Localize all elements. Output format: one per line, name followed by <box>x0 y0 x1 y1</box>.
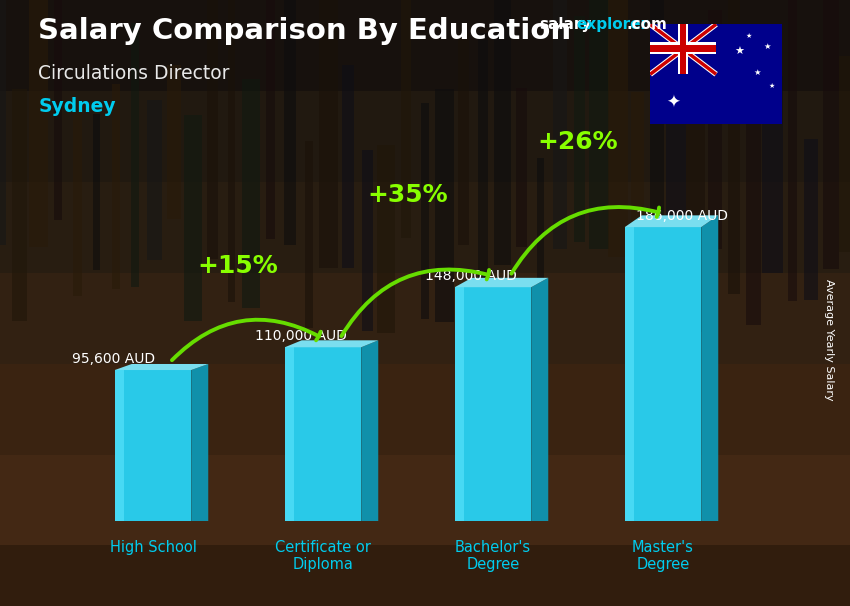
Bar <box>0 364 850 454</box>
Bar <box>266 0 275 239</box>
Bar <box>762 76 783 273</box>
Bar <box>0 545 850 606</box>
Text: explorer: explorer <box>576 17 649 32</box>
Polygon shape <box>285 341 378 347</box>
Bar <box>72 112 82 296</box>
Bar <box>29 0 48 247</box>
Bar <box>147 100 162 259</box>
Text: Salary Comparison By Education: Salary Comparison By Education <box>38 17 571 45</box>
Bar <box>111 84 121 289</box>
Bar <box>678 24 689 75</box>
Text: Circulations Director: Circulations Director <box>38 64 230 82</box>
Bar <box>823 0 839 269</box>
Bar <box>650 45 716 52</box>
Bar <box>804 139 819 299</box>
Bar <box>0 273 850 364</box>
Bar <box>516 88 527 247</box>
Polygon shape <box>625 215 718 227</box>
Text: +26%: +26% <box>538 130 618 155</box>
Text: ✦: ✦ <box>666 93 680 112</box>
Text: 110,000 AUD: 110,000 AUD <box>255 329 347 343</box>
Bar <box>631 92 644 283</box>
Bar <box>184 115 202 321</box>
Text: salary: salary <box>540 17 592 32</box>
Bar <box>788 0 796 301</box>
Bar <box>650 24 716 75</box>
Polygon shape <box>455 287 531 521</box>
Bar <box>207 0 218 259</box>
Bar <box>494 0 511 265</box>
Polygon shape <box>455 287 464 521</box>
Text: +15%: +15% <box>197 254 278 278</box>
Bar <box>537 158 545 330</box>
Bar <box>553 0 567 249</box>
Text: 148,000 AUD: 148,000 AUD <box>425 269 517 283</box>
Bar <box>686 24 705 333</box>
Text: ★: ★ <box>769 83 775 89</box>
Bar <box>54 0 62 219</box>
Polygon shape <box>115 364 208 370</box>
Polygon shape <box>625 227 701 521</box>
Text: ★: ★ <box>734 47 745 57</box>
Bar <box>242 79 260 308</box>
Bar <box>840 56 850 252</box>
Polygon shape <box>115 370 124 521</box>
Bar <box>746 101 761 325</box>
Bar <box>131 23 139 287</box>
Bar <box>650 42 716 54</box>
Bar <box>94 114 100 270</box>
Text: Sydney: Sydney <box>38 97 116 116</box>
Bar <box>228 0 235 302</box>
Bar <box>608 0 628 256</box>
Polygon shape <box>531 278 548 521</box>
Text: 95,600 AUD: 95,600 AUD <box>72 351 156 365</box>
Polygon shape <box>285 347 361 521</box>
Bar <box>589 0 609 249</box>
Bar <box>680 24 686 75</box>
Polygon shape <box>455 278 548 287</box>
Polygon shape <box>361 341 378 521</box>
Bar <box>284 0 296 245</box>
Text: ★: ★ <box>746 33 752 39</box>
Bar <box>167 65 180 219</box>
Bar <box>319 0 338 268</box>
Bar <box>421 102 429 319</box>
Bar <box>575 16 585 242</box>
Bar <box>12 88 27 321</box>
Polygon shape <box>285 347 294 521</box>
Bar <box>458 35 469 245</box>
Bar <box>305 141 313 328</box>
Bar <box>478 33 489 287</box>
Bar <box>0 454 850 545</box>
Polygon shape <box>625 227 634 521</box>
Bar <box>728 0 740 294</box>
Bar <box>666 54 686 255</box>
Text: ★: ★ <box>753 68 761 77</box>
Bar <box>435 88 454 322</box>
Bar <box>0 182 850 273</box>
Polygon shape <box>115 370 191 521</box>
Polygon shape <box>191 364 208 521</box>
Text: 186,000 AUD: 186,000 AUD <box>636 208 728 223</box>
Bar <box>707 10 722 250</box>
Bar <box>401 0 411 238</box>
Bar <box>0 0 6 245</box>
Text: +35%: +35% <box>368 183 448 207</box>
Text: .com: .com <box>626 17 667 32</box>
Bar <box>377 145 395 333</box>
Bar <box>0 0 850 91</box>
Bar <box>342 65 354 267</box>
Bar <box>361 150 372 331</box>
Polygon shape <box>701 215 718 521</box>
Text: ★: ★ <box>764 42 771 51</box>
Bar <box>649 0 664 225</box>
Bar <box>0 91 850 182</box>
Text: Average Yearly Salary: Average Yearly Salary <box>824 279 834 400</box>
